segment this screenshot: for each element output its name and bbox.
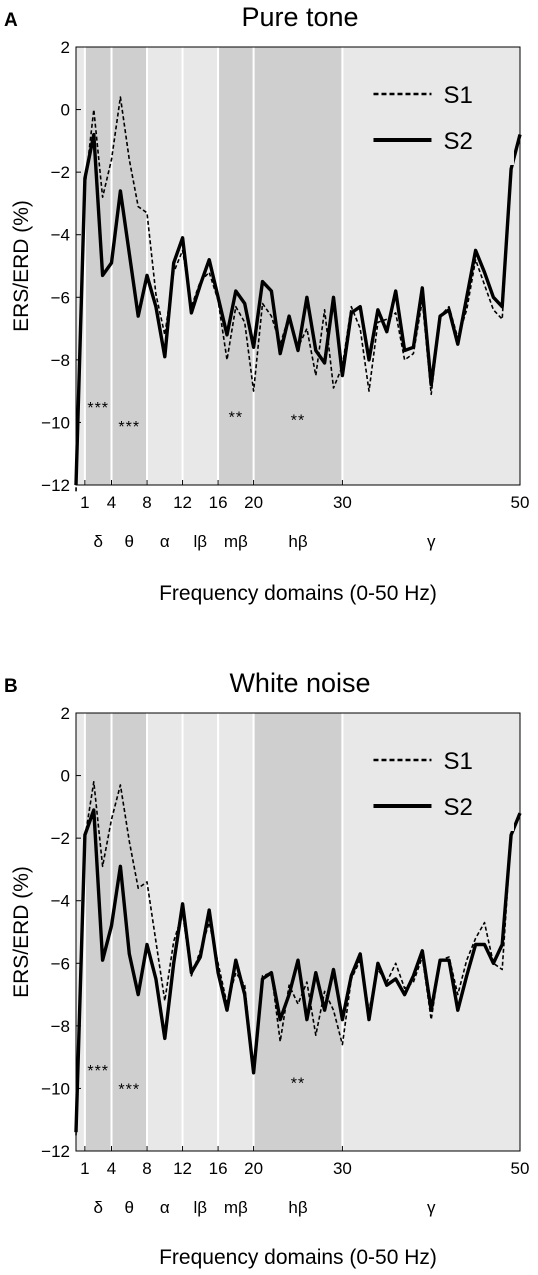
y-tick-label-6: −10	[41, 413, 70, 432]
legend-box	[363, 65, 514, 165]
y-tick-label-7: −12	[41, 1142, 70, 1161]
y-tick-label-0: 2	[61, 38, 70, 57]
y-axis-label-a: ERS/ERD (%)	[10, 200, 33, 332]
y-tick-label-7: −12	[41, 476, 70, 495]
plot-area-b: 20−2−4−6−8−10−121 4 8 12 16 20 30 50δ θ α lβ mβ hβ γ*…	[41, 704, 529, 1217]
y-tick-label-5: −8	[51, 1017, 70, 1036]
significance-marker-0: ***	[87, 400, 109, 417]
band-label-5: hβ	[288, 1198, 307, 1217]
x-tick-label-2: 8	[142, 1159, 151, 1178]
x-tick-label-0: 1	[80, 493, 89, 512]
band-region-5	[253, 47, 343, 485]
band-label-6: γ	[427, 1198, 436, 1217]
band-region-5	[253, 713, 343, 1151]
legend-label-s1: S1	[443, 82, 472, 109]
x-tick-label-4: 16	[209, 493, 228, 512]
x-tick-label-0: 1	[80, 1159, 89, 1178]
band-region-4	[218, 47, 254, 485]
y-tick-label-5: −8	[51, 351, 70, 370]
band-label-5: hβ	[288, 532, 307, 551]
band-label-4: mβ	[224, 1198, 248, 1217]
significance-marker-1: ***	[118, 1082, 140, 1099]
x-axis-label-b: Frequency domains (0-50 Hz)	[159, 1246, 437, 1269]
panel-b: B White noise 20−2−4−6−8−10−121 4 8 12 16 20 3…	[4, 668, 529, 1269]
chart-title-b: White noise	[229, 668, 370, 698]
axes-frame	[75, 712, 521, 1152]
y-axis-label-b: ERS/ERD (%)	[10, 866, 33, 998]
band-label-4: mβ	[224, 532, 248, 551]
band-label-6: γ	[427, 532, 436, 551]
plot-area-a: 20−2−4−6−8−10−121 4 8 12 16 20 30 50δ θ α lβ mβ hβ γ*…	[41, 38, 529, 551]
legend-label-s2: S2	[443, 794, 472, 821]
significance-marker-1: ***	[118, 419, 140, 436]
band-label-2: α	[160, 1198, 170, 1217]
significance-marker-0: ***	[87, 1063, 109, 1080]
band-region-3	[182, 47, 219, 485]
band-label-0: δ	[93, 532, 102, 551]
y-tick-label-2: −2	[51, 163, 70, 182]
band-region-0	[84, 713, 112, 1151]
x-tick-label-5: 20	[244, 493, 263, 512]
y-tick-label-4: −6	[51, 954, 70, 973]
x-tick-label-1: 4	[107, 1159, 116, 1178]
band-region-1	[111, 713, 148, 1151]
significance-marker-3: **	[291, 413, 305, 430]
y-tick-label-0: 2	[61, 704, 70, 723]
y-tick-label-1: 0	[61, 767, 70, 786]
legend-label-s2: S2	[443, 128, 472, 155]
y-tick-label-4: −6	[51, 288, 70, 307]
x-tick-label-6: 30	[333, 493, 352, 512]
band-label-1: θ	[125, 1198, 134, 1217]
band-label-2: α	[160, 532, 170, 551]
x-tick-label-6: 30	[333, 1159, 352, 1178]
chart-title-a: Pure tone	[241, 2, 358, 32]
band-label-3: lβ	[194, 1198, 208, 1217]
panel-letter-a: A	[4, 10, 18, 31]
x-tick-label-7: 50	[511, 493, 530, 512]
x-tick-label-3: 12	[173, 1159, 192, 1178]
legend-label-s1: S1	[443, 748, 472, 775]
significance-marker-2: **	[229, 409, 243, 426]
panel-a: A Pure tone 20−2−4−6−8−10−121 4 8 12 16 20 30 5…	[4, 2, 529, 605]
x-tick-label-4: 16	[209, 1159, 228, 1178]
series-line-s1	[75, 780, 521, 1136]
band-label-0: δ	[93, 1198, 102, 1217]
band-label-1: θ	[125, 532, 134, 551]
y-tick-label-1: 0	[61, 101, 70, 120]
band-region-0	[84, 47, 112, 485]
series-line-s2	[74, 808, 522, 1133]
series-line-s2	[74, 132, 522, 486]
x-axis-label-a: Frequency domains (0-50 Hz)	[159, 582, 437, 605]
x-tick-label-7: 50	[511, 1159, 530, 1178]
significance-marker-2: **	[291, 1075, 305, 1092]
legend-box	[363, 731, 514, 831]
band-label-3: lβ	[194, 532, 208, 551]
axes-frame	[75, 46, 521, 486]
x-tick-label-1: 4	[107, 493, 116, 512]
band-region-4	[218, 713, 254, 1151]
panel-letter-b: B	[4, 676, 18, 697]
y-tick-label-3: −4	[51, 226, 70, 245]
y-tick-label-6: −10	[41, 1079, 70, 1098]
x-tick-label-5: 20	[244, 1159, 263, 1178]
x-tick-label-3: 12	[173, 493, 192, 512]
y-tick-label-3: −4	[51, 892, 70, 911]
y-tick-label-2: −2	[51, 829, 70, 848]
x-tick-label-2: 8	[142, 493, 151, 512]
band-region-2	[147, 47, 183, 485]
